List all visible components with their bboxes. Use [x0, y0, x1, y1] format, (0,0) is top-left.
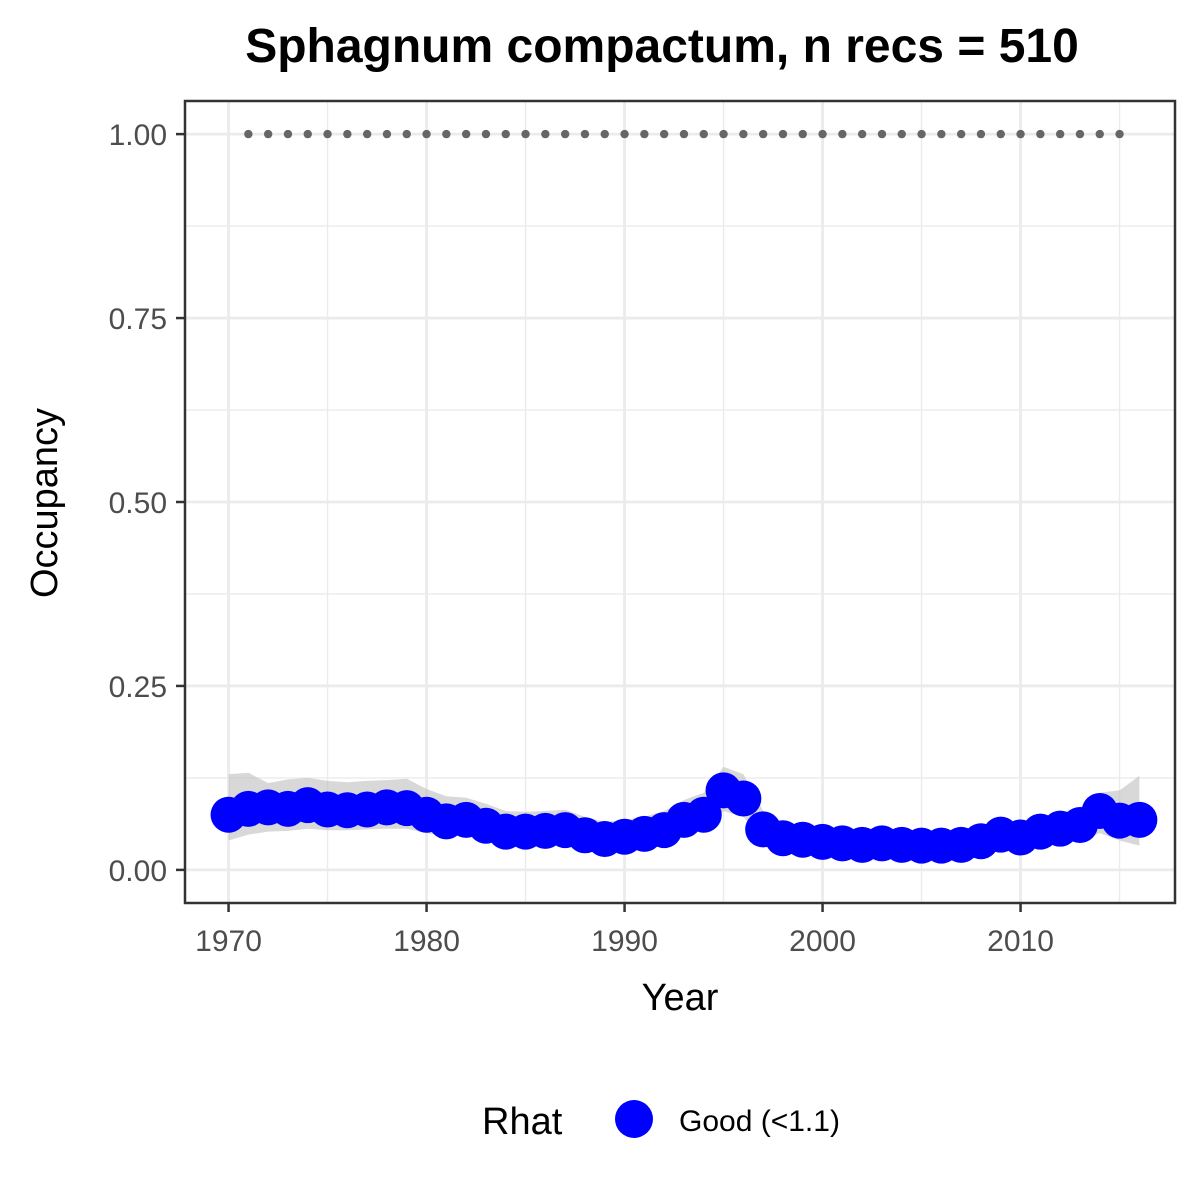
reference-dot	[798, 129, 807, 139]
reference-dot	[778, 129, 788, 139]
reference-dot	[877, 129, 887, 139]
reference-dot	[818, 129, 827, 139]
reference-dot	[1036, 129, 1045, 139]
reference-dot	[838, 129, 847, 139]
x-tick-label: 1990	[591, 925, 658, 958]
reference-dot	[560, 129, 570, 139]
reference-dot	[1095, 129, 1104, 139]
reference-dot	[1055, 129, 1065, 139]
series-point	[1121, 801, 1158, 838]
reference-dot	[956, 129, 966, 139]
reference-dot	[996, 129, 1005, 139]
reference-dot	[521, 129, 530, 139]
reference-dot	[580, 129, 590, 139]
reference-dot	[501, 129, 510, 139]
reference-dot	[422, 129, 431, 139]
x-tick-label: 2000	[789, 925, 856, 958]
legend-label-good: Good (<1.1)	[679, 1105, 840, 1138]
reference-dot	[758, 129, 768, 139]
x-tick-label: 2010	[987, 925, 1054, 958]
reference-dot	[857, 129, 867, 139]
reference-dot	[897, 129, 906, 139]
series-point	[725, 780, 762, 817]
y-tick-label: 0.00	[109, 855, 167, 888]
x-tick-label: 1970	[195, 925, 262, 958]
reference-dot	[917, 129, 926, 139]
reference-dot	[263, 129, 273, 139]
reference-dot	[1115, 129, 1124, 139]
reference-dot	[937, 129, 946, 139]
reference-dot	[382, 129, 392, 139]
reference-dot	[541, 129, 550, 139]
minor-gridlines	[185, 101, 1175, 903]
reference-dot	[719, 129, 728, 139]
reference-dot	[1016, 129, 1025, 139]
x-axis: 1970 1980 1990 2000 2010	[195, 903, 1054, 958]
series-points	[210, 772, 1158, 864]
chart-title: Sphagnum compactum, n recs = 510	[245, 20, 1079, 73]
reference-dot	[303, 129, 312, 139]
reference-dot	[402, 129, 411, 139]
reference-dot	[244, 129, 253, 139]
reference-dot	[343, 129, 352, 139]
reference-dot	[976, 129, 986, 139]
y-tick-label: 0.25	[109, 671, 167, 704]
reference-dot	[323, 129, 332, 139]
legend-key-good	[615, 1100, 653, 1138]
reference-dot	[442, 129, 451, 139]
y-axis-title: Occupancy	[24, 408, 66, 598]
y-tick-label: 0.75	[109, 303, 167, 336]
y-axis: 0.00 0.25 0.50 0.75 1.00	[109, 119, 185, 888]
reference-dot	[481, 129, 491, 139]
reference-dot	[679, 129, 689, 139]
legend: Rhat Good (<1.1)	[482, 1100, 840, 1143]
y-tick-label: 1.00	[109, 119, 167, 152]
reference-dot	[1075, 129, 1085, 139]
reference-dot	[699, 129, 708, 139]
reference-dot	[600, 129, 609, 139]
reference-dot	[283, 129, 293, 139]
x-axis-title: Year	[642, 977, 719, 1019]
reference-dot	[620, 129, 629, 139]
plot-panel	[183, 99, 1177, 905]
reference-dot	[640, 129, 649, 139]
reference-dot	[659, 129, 669, 139]
reference-dot	[739, 129, 748, 139]
reference-dots	[244, 129, 1124, 139]
reference-dot	[362, 129, 372, 139]
legend-title: Rhat	[482, 1101, 563, 1143]
y-tick-label: 0.50	[109, 487, 167, 520]
reference-dot	[461, 129, 471, 139]
series-point	[685, 796, 722, 833]
x-tick-label: 1980	[393, 925, 460, 958]
